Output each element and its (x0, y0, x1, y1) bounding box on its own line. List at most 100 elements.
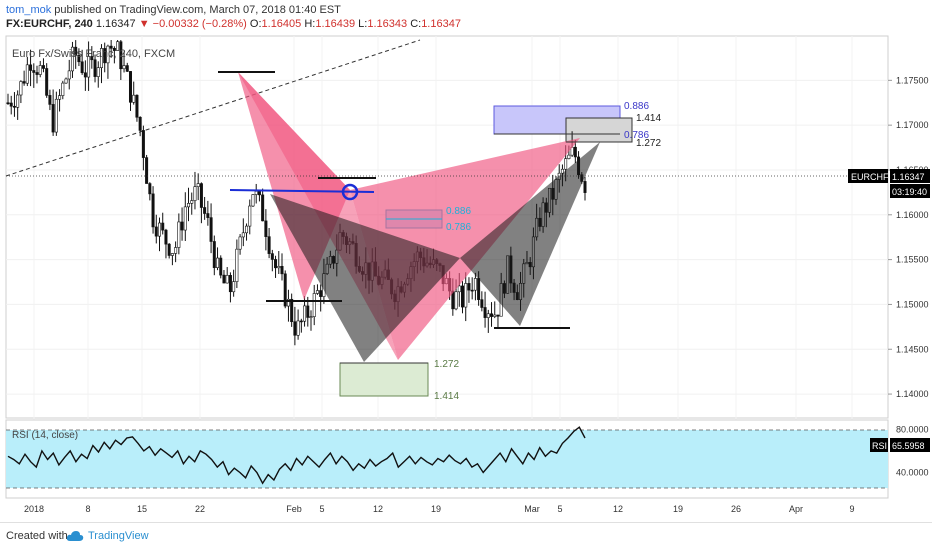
candle-body (112, 48, 116, 51)
candle-body (161, 222, 165, 231)
low-value: 1.16343 (367, 18, 408, 30)
candle-body (77, 55, 81, 63)
author-link[interactable]: tom_mok (6, 4, 52, 16)
candle-body (154, 226, 158, 237)
price-tick-label: 1.14500 (896, 344, 929, 354)
candle-body (138, 116, 142, 131)
candle-body (16, 94, 20, 108)
price-axis[interactable]: 1.175001.170001.165001.160001.155001.150… (888, 75, 929, 399)
candle-body (209, 217, 213, 242)
candle-body (58, 95, 62, 100)
candle-body (228, 275, 232, 293)
time-tick-label: Apr (789, 504, 803, 514)
candle-body (261, 194, 265, 222)
candle-body (125, 65, 129, 72)
candle-body (180, 221, 184, 231)
time-tick-label: 9 (849, 504, 854, 514)
candle-body (99, 48, 103, 68)
candle-body (29, 64, 33, 71)
candle-body (158, 222, 162, 237)
chart-canvas[interactable]: 0.886 0.786 1.414 1.272 0.886 0.786 1.27… (0, 0, 932, 522)
candle-body (106, 45, 110, 64)
candle-body (41, 65, 45, 69)
candle-body (167, 243, 171, 256)
blue-circle-marker[interactable] (341, 183, 359, 201)
candle-body (103, 48, 107, 64)
candle-body (264, 220, 268, 237)
footer-brand-link[interactable]: TradingView (88, 530, 149, 542)
candle-body (119, 41, 123, 70)
price-badge-symbol-bg (848, 169, 888, 183)
price-tick-label: 1.15500 (896, 255, 929, 265)
time-tick-label: Feb (286, 504, 302, 514)
rsi-badge-bg (870, 438, 888, 452)
candle-body (122, 65, 126, 70)
fib-box-green-bottom[interactable] (339, 362, 429, 397)
high-value: 1.16439 (315, 18, 356, 30)
countdown-badge-bg (890, 184, 930, 198)
candle-body (193, 186, 197, 201)
candle-body (467, 283, 471, 291)
candle-body (128, 71, 132, 103)
candle-body (483, 307, 487, 318)
candle-body (232, 281, 236, 293)
time-tick-label: 5 (557, 504, 562, 514)
candle-body (490, 313, 494, 317)
candle-body (306, 305, 310, 318)
price-badge-value: 1.16347 (892, 172, 925, 182)
dashed-trendline[interactable] (5, 39, 421, 177)
candle-body (573, 146, 577, 158)
candle-body (90, 56, 94, 61)
candle-body (457, 285, 461, 293)
candle-body (51, 104, 55, 133)
candle-body (93, 59, 97, 77)
candle-body (277, 266, 281, 269)
open-label: O: (249, 18, 262, 30)
candle-body (283, 273, 287, 307)
price-tick-label: 1.14000 (896, 389, 929, 399)
candle-body (80, 61, 84, 74)
candle-body (254, 191, 258, 195)
time-axis[interactable]: 2018 8 15 22 Feb 5 12 19 Mar 5 12 19 26 Apr 9 (24, 504, 855, 514)
price-tick-label: 1.17500 (896, 75, 929, 85)
countdown-badge-value: 03:19:40 (892, 187, 927, 197)
candle-body (48, 95, 52, 105)
rsi-band (6, 430, 888, 488)
candle-body (493, 314, 497, 317)
rsi-series-line[interactable] (7, 426, 586, 485)
candle-body (38, 65, 42, 75)
candle-body (303, 305, 307, 322)
candle-body (496, 314, 500, 317)
candle-body (12, 105, 16, 108)
fib-box-gray-top[interactable] (565, 117, 633, 143)
fib-label-0886-top: 0.886 (624, 101, 649, 112)
candle-body (67, 70, 71, 80)
candle-body (280, 266, 284, 275)
candle-body (35, 72, 39, 75)
candle-body (216, 257, 220, 268)
fib-label-0886-mid: 0.886 (446, 206, 471, 217)
price-tick-label: 1.17000 (896, 120, 929, 130)
time-tick-label: Mar (524, 504, 540, 514)
candle-body (583, 181, 587, 193)
pattern-dark-right[interactable] (460, 142, 600, 326)
time-tick-label: 2018 (24, 504, 44, 514)
pattern-dark-left[interactable] (270, 194, 460, 362)
candle-body (170, 253, 174, 256)
candle-body (187, 203, 191, 208)
candle-body (454, 291, 458, 310)
rsi-value: 65.5958 (892, 441, 925, 451)
rsi-value-bg (890, 438, 930, 452)
candle-body (473, 278, 477, 291)
blue-level-line[interactable] (229, 189, 375, 193)
candle-body (135, 94, 139, 118)
candle-body (190, 200, 194, 204)
tradingview-cloud-icon (66, 531, 84, 541)
rsi-legend: RSI (14, close) (12, 430, 78, 441)
candle-body (70, 46, 74, 72)
candle-body (290, 298, 294, 323)
rsi-axis: 80.0000 40.0000 (896, 424, 929, 477)
candle-body (183, 206, 187, 231)
candle-body (87, 56, 91, 78)
time-tick-label: 19 (673, 504, 683, 514)
